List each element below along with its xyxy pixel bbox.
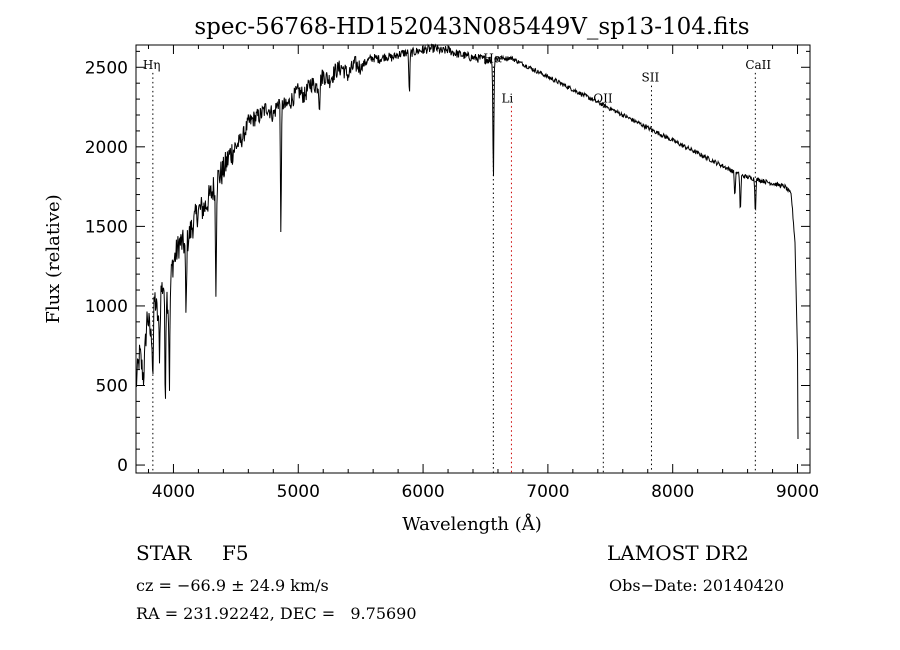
spectrum-flux-series bbox=[135, 43, 799, 440]
object-class: STAR bbox=[136, 541, 192, 565]
observation-date: Obs−Date: 20140420 bbox=[609, 576, 785, 595]
x-tick-label: 6000 bbox=[401, 482, 444, 502]
x-tick-label: 4000 bbox=[152, 482, 195, 502]
chart-title: spec-56768-HD152043N085449V_sp13-104.fit… bbox=[194, 14, 749, 40]
x-axis-label: Wavelength (Å) bbox=[402, 513, 542, 535]
y-axis-label: Flux (relative) bbox=[43, 194, 64, 323]
y-tick-label: 0 bbox=[117, 456, 128, 476]
survey-name: LAMOST DR2 bbox=[607, 541, 749, 565]
ra-dec-coordinates: RA = 231.92242, DEC = 9.75690 bbox=[136, 604, 417, 623]
plot-frame bbox=[135, 44, 811, 474]
spectrum-line bbox=[135, 43, 799, 440]
line-marker-label: Hη bbox=[143, 58, 161, 72]
object-subclass: F5 bbox=[222, 541, 249, 565]
redshift-velocity: cz = −66.9 ± 24.9 km/s bbox=[136, 576, 329, 595]
line-marker-label: Li bbox=[501, 91, 513, 105]
x-tick-label: 8000 bbox=[651, 482, 694, 502]
line-marker-label: SII bbox=[641, 71, 659, 85]
y-tick-label: 2500 bbox=[85, 58, 128, 78]
line-marker-label: CaII bbox=[745, 58, 771, 72]
x-tick-label: 7000 bbox=[526, 482, 569, 502]
y-tick-label: 1500 bbox=[85, 217, 128, 237]
y-tick-label: 500 bbox=[96, 376, 128, 396]
y-tick-label: 2000 bbox=[85, 138, 128, 158]
x-tick-label: 5000 bbox=[277, 482, 320, 502]
x-tick-label: 9000 bbox=[776, 482, 819, 502]
y-tick-label: 1000 bbox=[85, 297, 128, 317]
axis-ticks: 4000 5000 6000 7000 8000 9000 0 500 1000 1500 2000… bbox=[85, 45, 819, 502]
